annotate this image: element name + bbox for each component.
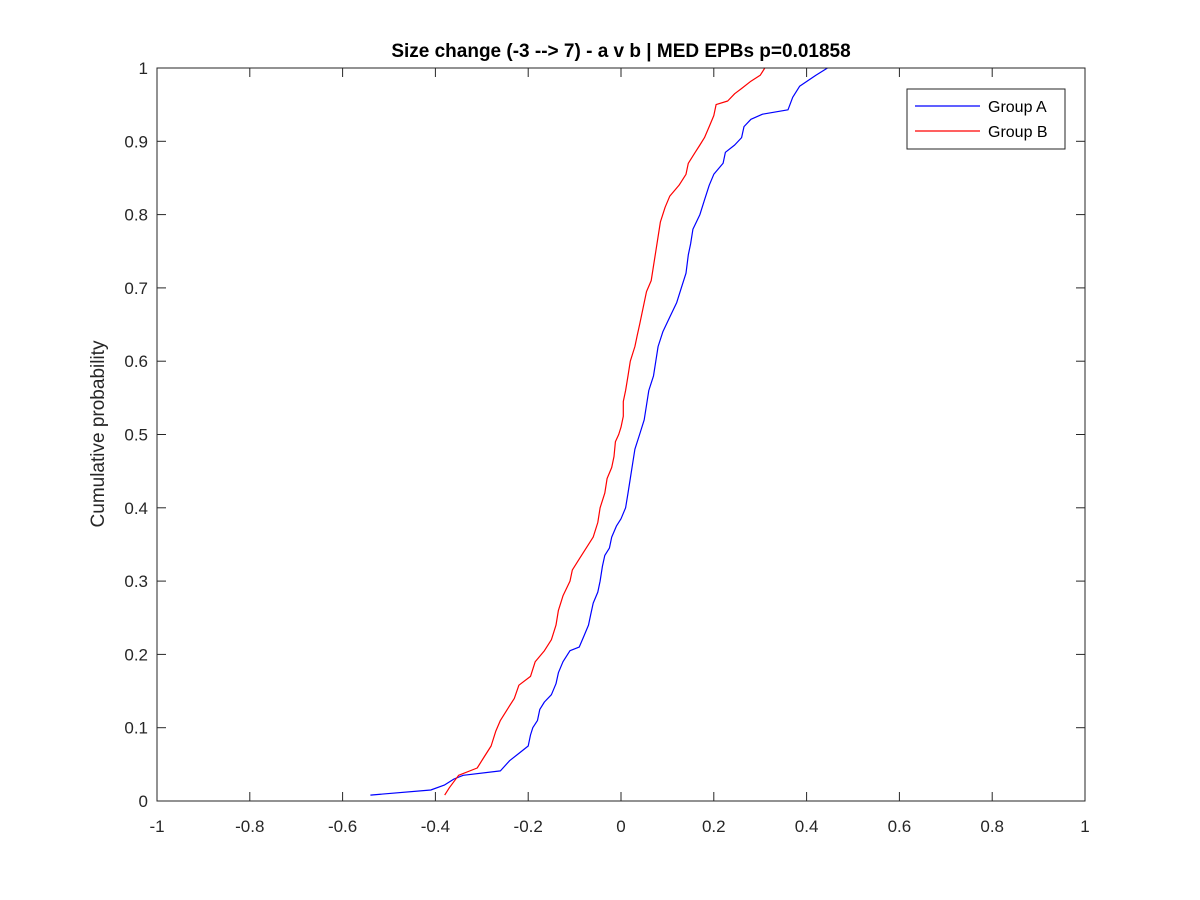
y-tick-label: 0.6 — [124, 352, 148, 371]
x-tick-label: 0.8 — [980, 817, 1004, 836]
tick-layer: -1 -0.8 -0.6 -0.4 -0.2 0 0.2 0.4 0.6 0.8 1 0 0.1 0.2 0… — [124, 59, 1089, 836]
y-tick-label: 0.4 — [124, 499, 148, 518]
legend: Group A Group B — [906, 88, 1066, 150]
y-tick-label: 0.1 — [124, 719, 148, 738]
legend-label-group-a: Group A — [988, 99, 1047, 116]
x-tick-label: -0.8 — [235, 817, 264, 836]
y-tick-label: 0.5 — [124, 426, 148, 445]
y-axis-title: Cumulative probability — [88, 340, 109, 527]
y-tick-label: 0.7 — [124, 279, 148, 298]
y-tick-label: 0.9 — [124, 132, 148, 151]
x-tick-label: -0.2 — [514, 817, 543, 836]
legend-box — [906, 88, 1066, 150]
series-layer — [370, 67, 828, 796]
x-tick-label: -0.6 — [328, 817, 357, 836]
chart-title: Size change (-3 --> 7) - a v b | MED EPB… — [391, 41, 850, 62]
y-tick-label: 1 — [139, 59, 148, 78]
series-line-group-a — [370, 67, 828, 796]
series-line-group-b — [444, 67, 766, 796]
x-tick-label: -0.4 — [421, 817, 450, 836]
y-tick-label: 0.8 — [124, 206, 148, 225]
x-tick-label: 0.2 — [702, 817, 726, 836]
x-tick-label: 0.6 — [888, 817, 912, 836]
y-tick-label: 0.3 — [124, 572, 148, 591]
y-tick-label: 0.2 — [124, 645, 148, 664]
x-tick-label: 1 — [1080, 817, 1089, 836]
x-tick-label: 0 — [616, 817, 625, 836]
y-tick-label: 0 — [139, 792, 148, 811]
x-tick-label: -1 — [149, 817, 164, 836]
legend-label-group-b: Group B — [988, 124, 1048, 141]
plot-area — [157, 68, 1085, 801]
x-tick-label: 0.4 — [795, 817, 819, 836]
